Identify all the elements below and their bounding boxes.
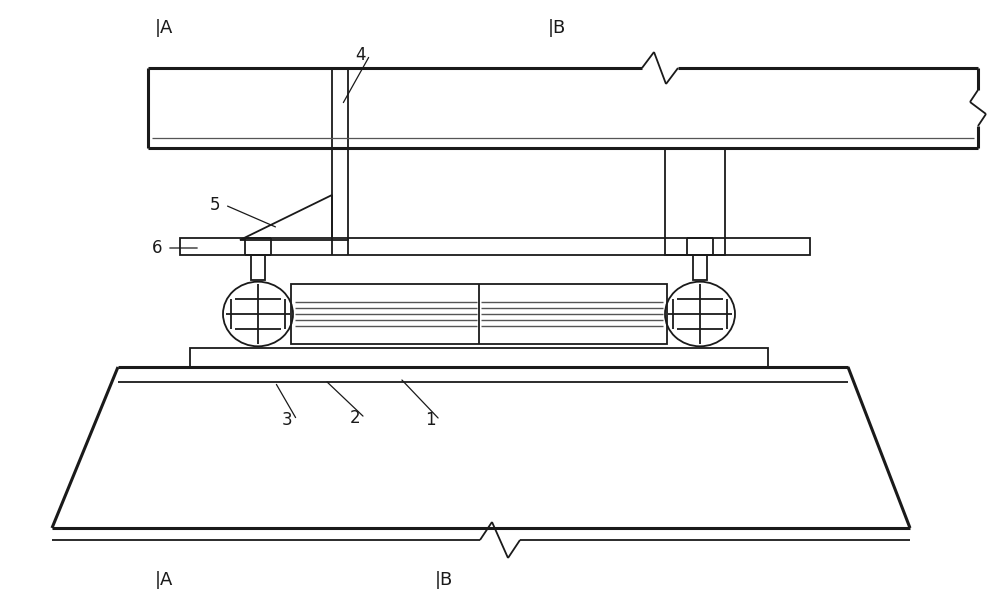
Bar	[291, 284, 667, 344]
Text: 6: 6	[152, 239, 162, 257]
Text: 4: 4	[355, 46, 365, 64]
Text: 1: 1	[425, 411, 435, 429]
Text: |A: |A	[155, 571, 173, 589]
Bar	[693, 255, 707, 280]
Text: |A: |A	[155, 19, 173, 37]
Bar	[665, 148, 725, 255]
Bar	[190, 348, 768, 368]
Text: 2: 2	[350, 409, 360, 427]
Bar	[180, 238, 810, 255]
Bar	[251, 255, 265, 280]
Text: 3: 3	[282, 411, 292, 429]
Text: 5: 5	[210, 196, 220, 214]
Text: |B: |B	[548, 19, 566, 37]
Text: |B: |B	[435, 571, 453, 589]
Bar	[332, 68, 348, 240]
